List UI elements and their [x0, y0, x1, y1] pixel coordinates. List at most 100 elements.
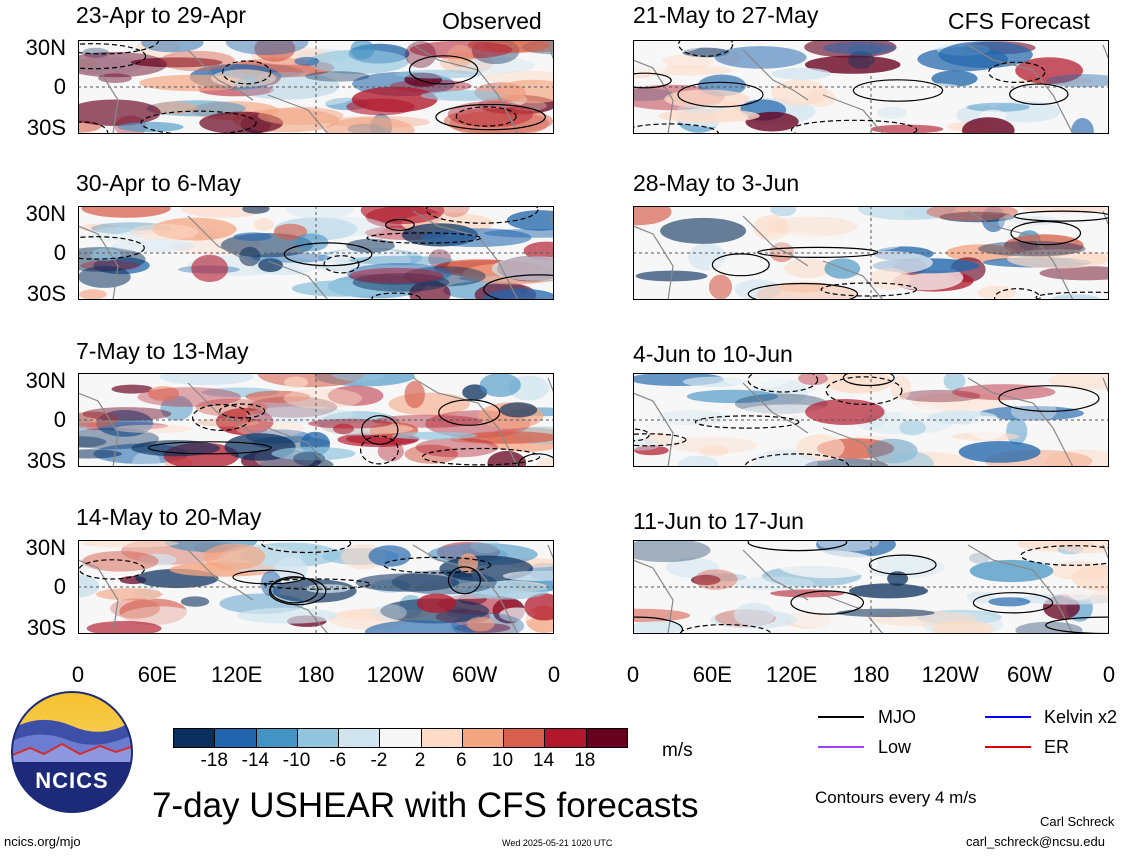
shear-shading	[644, 433, 671, 447]
shear-shading	[447, 44, 473, 68]
shear-shading	[131, 440, 220, 457]
mjo-contour	[435, 103, 546, 131]
mjo-contour	[232, 569, 305, 585]
map-panel-left-1	[78, 40, 554, 134]
shear-shading	[633, 438, 661, 451]
shear-shading	[753, 214, 789, 241]
shear-shading	[470, 540, 501, 554]
shear-shading	[690, 574, 721, 586]
mjo-contour	[790, 590, 865, 615]
colorbar-swatch	[421, 729, 463, 747]
shear-shading	[197, 418, 259, 427]
shear-shading	[1046, 74, 1109, 88]
mjo-contour	[1009, 83, 1069, 105]
shear-shading	[285, 206, 355, 220]
shear-shading	[309, 216, 387, 237]
mjo-contour	[747, 540, 848, 552]
shear-shading	[211, 69, 277, 88]
map-panel-right-2	[633, 206, 1109, 300]
shear-shading	[331, 373, 387, 382]
shear-shading	[1006, 417, 1028, 445]
legend-line-kelvin	[985, 716, 1031, 718]
shear-shading	[258, 258, 283, 272]
shear-shading	[499, 402, 538, 418]
shear-shading	[271, 446, 356, 461]
shear-shading	[847, 51, 875, 69]
shear-shading	[82, 47, 110, 58]
mjo-contour	[421, 447, 541, 466]
shear-shading	[111, 384, 153, 394]
shear-shading	[110, 598, 160, 619]
mjo-contour	[447, 566, 481, 595]
x-tick-label: 60E	[692, 662, 732, 687]
shear-shading	[869, 268, 911, 290]
mjo-contour	[371, 292, 421, 300]
shear-shading	[215, 408, 274, 436]
shear-shading	[823, 232, 904, 252]
shear-shading	[839, 251, 933, 275]
shear-shading	[998, 213, 1036, 232]
shear-shading	[714, 46, 807, 69]
colorbar-swatch	[297, 729, 340, 747]
colorbar-swatch	[256, 729, 298, 747]
y-tick-label: 30S	[26, 448, 66, 473]
panel-title-right-3: 4-Jun to 10-Jun	[633, 341, 793, 367]
mjo-contour	[219, 403, 266, 419]
shear-shading	[294, 233, 329, 252]
shear-shading	[394, 69, 483, 79]
mjo-contour	[994, 288, 1041, 300]
footer-url[interactable]: ncics.org/mjo	[4, 834, 81, 849]
shear-shading	[348, 267, 444, 284]
shear-shading	[180, 596, 210, 607]
mjo-contour	[222, 60, 272, 85]
map-panel-left-4	[78, 540, 554, 634]
shear-shading	[86, 621, 162, 634]
shear-shading	[236, 607, 338, 624]
colorbar-swatch	[339, 729, 381, 747]
y-tick-label: 0	[53, 240, 66, 265]
panel-tag-observed: Observed	[442, 8, 542, 34]
shear-shading	[81, 206, 171, 218]
shear-shading	[447, 101, 534, 128]
footer-email[interactable]: carl_schreck@ncsu.edu	[966, 834, 1105, 849]
shear-shading	[240, 624, 294, 634]
shear-shading	[392, 431, 478, 440]
coastline	[633, 544, 1109, 634]
mjo-contour	[1013, 210, 1109, 222]
mjo-contour	[518, 453, 554, 467]
colorbar-swatch	[545, 729, 587, 747]
shear-shading	[415, 437, 498, 458]
colorbar-label: -6	[329, 750, 347, 771]
mjo-contour	[283, 242, 373, 267]
shear-shading	[273, 223, 308, 240]
coastline	[633, 210, 1109, 300]
mjo-contour	[757, 246, 879, 259]
footer-timestamp: Wed 2025-05-21 1020 UTC	[502, 838, 613, 848]
shear-shading	[733, 602, 775, 627]
shear-shading	[82, 407, 172, 421]
shear-shading	[849, 583, 928, 599]
shear-shading	[992, 100, 1061, 123]
shear-shading	[458, 431, 554, 444]
colorbar-swatch	[215, 729, 257, 747]
shear-shading	[656, 410, 728, 426]
shear-shading	[633, 573, 673, 585]
panel-title-left-4: 14-May to 20-May	[76, 504, 262, 530]
shear-shading	[902, 83, 968, 100]
colorbar-label: -2	[370, 750, 388, 771]
shear-shading	[283, 388, 363, 409]
mjo-contour	[677, 81, 764, 108]
shear-shading	[958, 441, 1041, 463]
shear-shading	[817, 540, 880, 552]
shear-shading	[239, 246, 261, 267]
x-tick-label: 120E	[210, 662, 263, 687]
shear-shading	[203, 543, 266, 570]
shear-shading	[483, 288, 554, 300]
shear-shading	[78, 99, 161, 126]
mjo-contour	[633, 616, 683, 634]
legend-line-er	[985, 746, 1031, 748]
y-tick-label: 30S	[26, 115, 66, 140]
shear-shading	[701, 428, 774, 438]
colorbar-label: -18	[200, 750, 228, 771]
shear-shading	[671, 436, 758, 454]
